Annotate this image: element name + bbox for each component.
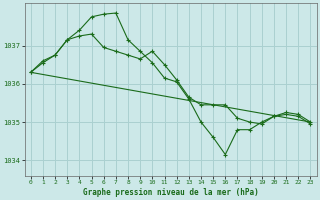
X-axis label: Graphe pression niveau de la mer (hPa): Graphe pression niveau de la mer (hPa) xyxy=(83,188,259,197)
